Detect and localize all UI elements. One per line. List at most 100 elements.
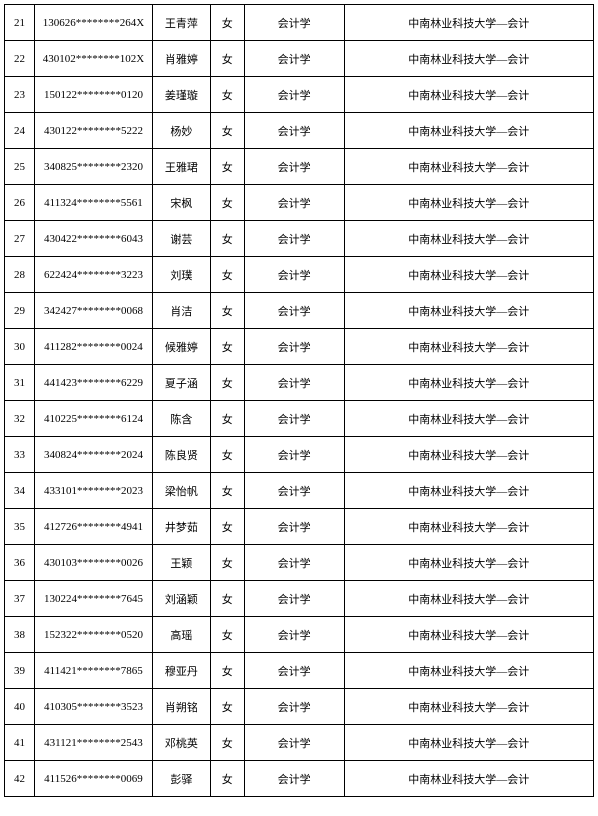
cell-gender: 女	[210, 257, 244, 293]
cell-major: 会计学	[244, 401, 344, 437]
cell-major: 会计学	[244, 257, 344, 293]
cell-index: 33	[5, 437, 35, 473]
cell-gender: 女	[210, 689, 244, 725]
table-row: 37130224********7645刘涵颖女会计学中南林业科技大学—会计	[5, 581, 594, 617]
cell-name: 彭驿	[152, 761, 210, 797]
cell-gender: 女	[210, 221, 244, 257]
cell-gender: 女	[210, 293, 244, 329]
cell-index: 41	[5, 725, 35, 761]
cell-id: 340825********2320	[34, 149, 152, 185]
table-row: 25340825********2320王雅珺女会计学中南林业科技大学—会计	[5, 149, 594, 185]
cell-index: 28	[5, 257, 35, 293]
cell-major: 会计学	[244, 41, 344, 77]
cell-name: 陈含	[152, 401, 210, 437]
cell-name: 井梦茹	[152, 509, 210, 545]
cell-school: 中南林业科技大学—会计	[344, 329, 593, 365]
table-row: 29342427********0068肖洁女会计学中南林业科技大学—会计	[5, 293, 594, 329]
cell-school: 中南林业科技大学—会计	[344, 257, 593, 293]
cell-gender: 女	[210, 509, 244, 545]
table-row: 24430122********5222杨妙女会计学中南林业科技大学—会计	[5, 113, 594, 149]
cell-major: 会计学	[244, 689, 344, 725]
cell-major: 会计学	[244, 77, 344, 113]
cell-id: 412726********4941	[34, 509, 152, 545]
cell-name: 陈良贤	[152, 437, 210, 473]
cell-major: 会计学	[244, 617, 344, 653]
cell-gender: 女	[210, 617, 244, 653]
cell-gender: 女	[210, 581, 244, 617]
cell-name: 高瑶	[152, 617, 210, 653]
cell-school: 中南林业科技大学—会计	[344, 581, 593, 617]
cell-gender: 女	[210, 437, 244, 473]
cell-id: 430422********6043	[34, 221, 152, 257]
cell-school: 中南林业科技大学—会计	[344, 5, 593, 41]
cell-gender: 女	[210, 5, 244, 41]
cell-index: 22	[5, 41, 35, 77]
cell-school: 中南林业科技大学—会计	[344, 725, 593, 761]
cell-school: 中南林业科技大学—会计	[344, 761, 593, 797]
cell-school: 中南林业科技大学—会计	[344, 473, 593, 509]
cell-name: 刘璞	[152, 257, 210, 293]
table-row: 26411324********5561宋枫女会计学中南林业科技大学—会计	[5, 185, 594, 221]
cell-index: 42	[5, 761, 35, 797]
cell-school: 中南林业科技大学—会计	[344, 149, 593, 185]
cell-id: 431121********2543	[34, 725, 152, 761]
cell-major: 会计学	[244, 5, 344, 41]
table-row: 22430102********102X肖雅婷女会计学中南林业科技大学—会计	[5, 41, 594, 77]
cell-index: 40	[5, 689, 35, 725]
cell-name: 杨妙	[152, 113, 210, 149]
table-row: 42411526********0069彭驿女会计学中南林业科技大学—会计	[5, 761, 594, 797]
cell-name: 肖朔铭	[152, 689, 210, 725]
cell-index: 29	[5, 293, 35, 329]
table-row: 35412726********4941井梦茹女会计学中南林业科技大学—会计	[5, 509, 594, 545]
cell-major: 会计学	[244, 725, 344, 761]
cell-index: 32	[5, 401, 35, 437]
cell-gender: 女	[210, 653, 244, 689]
cell-gender: 女	[210, 77, 244, 113]
table-row: 23150122********0120姜瑾璇女会计学中南林业科技大学—会计	[5, 77, 594, 113]
cell-major: 会计学	[244, 329, 344, 365]
cell-school: 中南林业科技大学—会计	[344, 617, 593, 653]
cell-index: 30	[5, 329, 35, 365]
cell-id: 152322********0520	[34, 617, 152, 653]
cell-gender: 女	[210, 329, 244, 365]
cell-school: 中南林业科技大学—会计	[344, 293, 593, 329]
cell-index: 35	[5, 509, 35, 545]
table-row: 27430422********6043谢芸女会计学中南林业科技大学—会计	[5, 221, 594, 257]
cell-major: 会计学	[244, 185, 344, 221]
cell-name: 宋枫	[152, 185, 210, 221]
cell-id: 411526********0069	[34, 761, 152, 797]
cell-id: 430103********0026	[34, 545, 152, 581]
cell-major: 会计学	[244, 545, 344, 581]
cell-index: 27	[5, 221, 35, 257]
cell-name: 王雅珺	[152, 149, 210, 185]
cell-id: 342427********0068	[34, 293, 152, 329]
cell-major: 会计学	[244, 473, 344, 509]
table-row: 31441423********6229夏子涵女会计学中南林业科技大学—会计	[5, 365, 594, 401]
table-row: 21130626********264X王青萍女会计学中南林业科技大学—会计	[5, 5, 594, 41]
cell-school: 中南林业科技大学—会计	[344, 653, 593, 689]
cell-school: 中南林业科技大学—会计	[344, 185, 593, 221]
cell-id: 622424********3223	[34, 257, 152, 293]
cell-name: 穆亚丹	[152, 653, 210, 689]
cell-id: 433101********2023	[34, 473, 152, 509]
cell-gender: 女	[210, 365, 244, 401]
cell-name: 邓桃英	[152, 725, 210, 761]
cell-gender: 女	[210, 113, 244, 149]
cell-major: 会计学	[244, 437, 344, 473]
table-row: 39411421********7865穆亚丹女会计学中南林业科技大学—会计	[5, 653, 594, 689]
cell-name: 候雅婷	[152, 329, 210, 365]
cell-name: 王青萍	[152, 5, 210, 41]
cell-name: 刘涵颖	[152, 581, 210, 617]
cell-index: 25	[5, 149, 35, 185]
cell-id: 411282********0024	[34, 329, 152, 365]
cell-id: 150122********0120	[34, 77, 152, 113]
cell-school: 中南林业科技大学—会计	[344, 365, 593, 401]
cell-index: 37	[5, 581, 35, 617]
cell-gender: 女	[210, 41, 244, 77]
table-row: 41431121********2543邓桃英女会计学中南林业科技大学—会计	[5, 725, 594, 761]
cell-index: 34	[5, 473, 35, 509]
table-row: 34433101********2023梁怡帆女会计学中南林业科技大学—会计	[5, 473, 594, 509]
cell-major: 会计学	[244, 113, 344, 149]
cell-major: 会计学	[244, 653, 344, 689]
cell-major: 会计学	[244, 293, 344, 329]
